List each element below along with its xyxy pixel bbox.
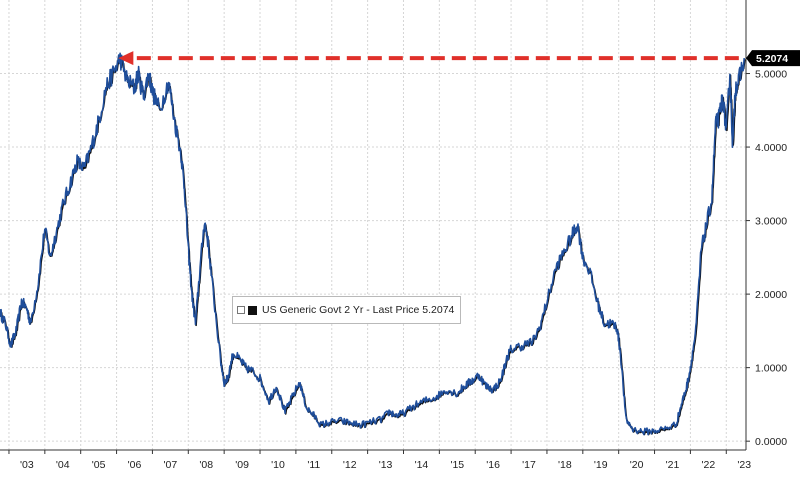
y-tick-label: 3.0000	[755, 216, 787, 228]
peak-arrow-annotation	[118, 51, 739, 66]
x-tick-label: '15	[450, 459, 464, 471]
chart-legend[interactable]: US Generic Govt 2 Yr - Last Price 5.2074	[232, 296, 462, 324]
legend-label: US Generic Govt 2 Yr - Last Price 5.2074	[262, 304, 455, 316]
x-tick-label: '09	[235, 459, 249, 471]
x-grid	[8, 0, 727, 450]
y-tick-label: 2.0000	[755, 289, 787, 301]
x-tick-label: '18	[558, 459, 572, 471]
x-tick-label: '19	[594, 459, 608, 471]
x-tick-label: '06	[128, 459, 142, 471]
y-tick-label: 4.0000	[755, 142, 787, 154]
y-tick-label: 0.0000	[755, 436, 787, 448]
x-tick-label: '23	[737, 459, 751, 471]
x-tick-label: '04	[56, 459, 70, 471]
y-tick-labels: 0.0000 1.0000 2.0000 3.0000 4.0000 5.0000	[746, 69, 787, 448]
x-tick-label: '22	[701, 459, 715, 471]
x-tick-label: '05	[92, 459, 106, 471]
x-tick-label: '20	[630, 459, 644, 471]
plot-background	[0, 0, 746, 450]
x-tick-label: '16	[486, 459, 500, 471]
y-tick-label: 1.0000	[755, 363, 787, 375]
series-lines	[0, 52, 746, 436]
last-price-label: 5.2074	[756, 53, 788, 65]
series-line	[0, 52, 745, 436]
x-tick-label: '11	[307, 459, 320, 471]
legend-swatch	[248, 305, 257, 315]
last-price-box	[746, 50, 800, 67]
y-tick-label: 5.0000	[755, 69, 787, 81]
x-tick-labels: '03 '04 '05 '06 '07 '08 '09 '10 '11 '12 '13 '14 '15 '…	[8, 450, 751, 471]
x-tick-label: '12	[343, 459, 357, 471]
expand-icon[interactable]	[237, 306, 245, 314]
x-tick-label: '17	[522, 459, 536, 471]
x-tick-label: '03	[20, 459, 34, 471]
arrow-head	[118, 51, 134, 66]
x-tick-label: '08	[199, 459, 213, 471]
x-tick-label: '07	[164, 459, 178, 471]
x-tick-label: '10	[271, 459, 285, 471]
last-price-marker: 5.2074	[746, 50, 800, 67]
x-tick-label: '21	[666, 459, 680, 471]
x-tick-label: '13	[379, 459, 393, 471]
x-tick-label: '14	[415, 459, 429, 471]
